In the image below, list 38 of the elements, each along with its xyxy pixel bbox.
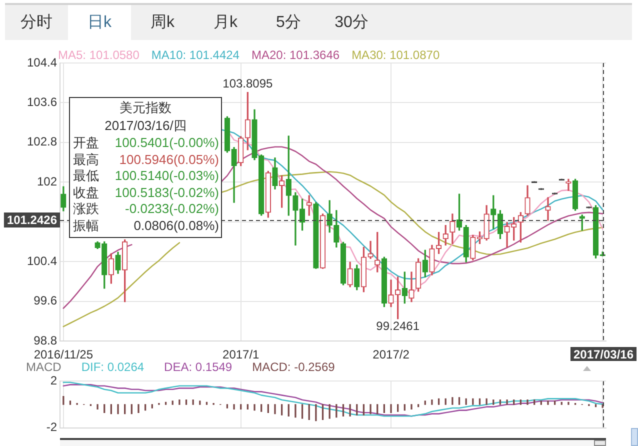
text: MA30: 101.0870 bbox=[352, 48, 440, 62]
text: 最高 100.5946(0.05%) bbox=[73, 152, 219, 166]
series-label: DIF: 0.0264 bbox=[81, 360, 144, 374]
text: 2017/03/16/四 bbox=[104, 118, 186, 133]
y-tick-label: 98.8 bbox=[34, 333, 58, 348]
text: 振幅 0.0806(0.08%) bbox=[73, 218, 219, 232]
annotation: 103.8095 bbox=[222, 76, 274, 91]
series-label: DEA: 0.1549 bbox=[164, 360, 232, 374]
y-tick-label: 102.8 bbox=[26, 134, 58, 149]
text: 美元指数 bbox=[120, 100, 172, 115]
y-tick-label: 100.4 bbox=[26, 254, 58, 268]
text: 收盘 100.5183(-0.02%) bbox=[73, 184, 219, 200]
x-tick-label: 2017/2 bbox=[372, 348, 410, 362]
y-tick-label: 104.4 bbox=[26, 55, 58, 70]
y-tick-label: -2 bbox=[46, 420, 58, 434]
y-tick-label: 102 bbox=[36, 174, 58, 188]
text: 月k bbox=[214, 13, 238, 33]
ref-line-label: 101.2426 bbox=[6, 212, 58, 227]
legend-title: MACD bbox=[26, 360, 62, 374]
text: 开盘 100.5401(-0.00%) bbox=[73, 135, 219, 150]
x-tick-label: 2017/03/16 bbox=[573, 347, 634, 362]
text: 周k bbox=[150, 13, 174, 33]
text: 最低 100.5140(-0.03%) bbox=[73, 168, 219, 183]
text: MACD: -0.2569 bbox=[252, 360, 335, 374]
x-tick-label: 2016/11/25 bbox=[34, 348, 94, 362]
y-tick-label: 103.6 bbox=[26, 95, 58, 110]
text: MA5: 101.0580 bbox=[58, 48, 140, 62]
x-tick-label: 2017/1 bbox=[222, 348, 260, 362]
text: MA20: 101.3646 bbox=[251, 48, 340, 62]
text: 5分 bbox=[276, 13, 301, 33]
text: 分时 bbox=[20, 12, 52, 33]
text: MA10: 101.4424 bbox=[151, 48, 240, 62]
y-tick-label: 2 bbox=[50, 374, 58, 388]
annotation: 99.2461 bbox=[376, 319, 420, 334]
text: 30分 bbox=[334, 13, 368, 33]
y-tick-label: 99.6 bbox=[34, 294, 58, 308]
selected-tab: 日k bbox=[68, 5, 131, 40]
text: 涨跌 -0.0233(-0.02%) bbox=[73, 201, 219, 216]
